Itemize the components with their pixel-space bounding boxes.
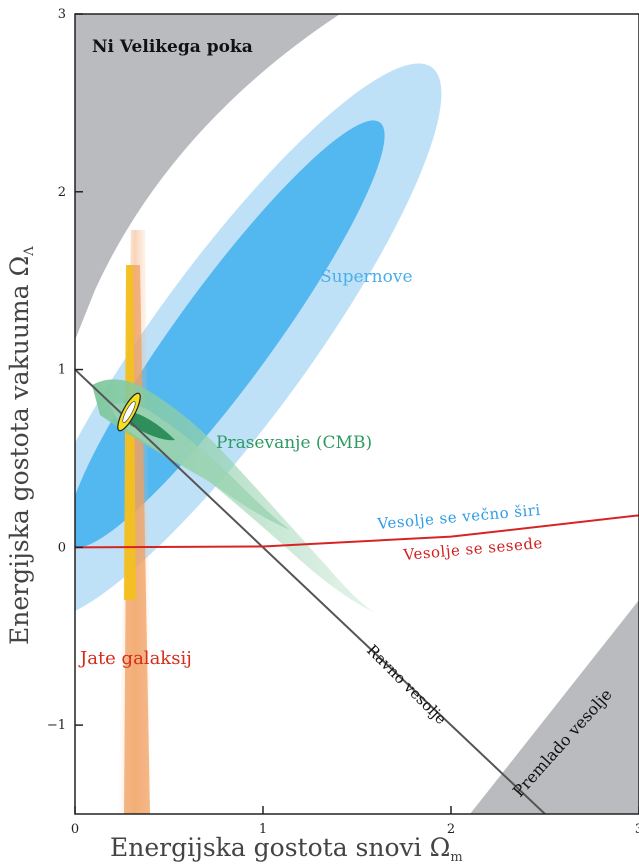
label-ni-velikega-poka: Ni Velikega poka [92,37,253,57]
x-tick-label: 1 [259,822,267,837]
y-tick-label: 2 [58,185,66,200]
label-supernove: Supernove [320,267,413,287]
line-ravno-vesolje [75,368,546,814]
plot-regions [75,14,639,814]
y-tick-label: 1 [58,363,66,378]
region-ni-velikega-poka [75,14,340,340]
label-prasevanje-cmb: Prasevanje (CMB) [216,433,372,453]
region-premlado-vesolje [470,600,639,814]
y-tick-label: 3 [58,7,66,22]
x-tick-label: 3 [635,822,639,837]
label-jate-galaksij: Jate galaksij [78,648,192,669]
x-axis-ticks: 0 1 2 3 [71,806,639,837]
x-tick-label: 0 [71,822,79,837]
y-tick-label: −1 [47,718,66,733]
combined-best-fit-marker [117,392,141,432]
y-tick-label: 0 [58,540,66,555]
plot-frame [74,13,639,815]
x-tick-label: 2 [447,822,455,837]
y-axis-ticks: −1 0 1 2 3 [47,7,83,733]
prasevanje-cmb-region [92,379,380,615]
y-axis-title: Energijska gostota vakuuma ΩΛ [5,246,37,645]
line-vesolje-se-sesede [75,514,639,549]
x-axis-title: Energijska gostota snovi Ωm [110,833,463,865]
